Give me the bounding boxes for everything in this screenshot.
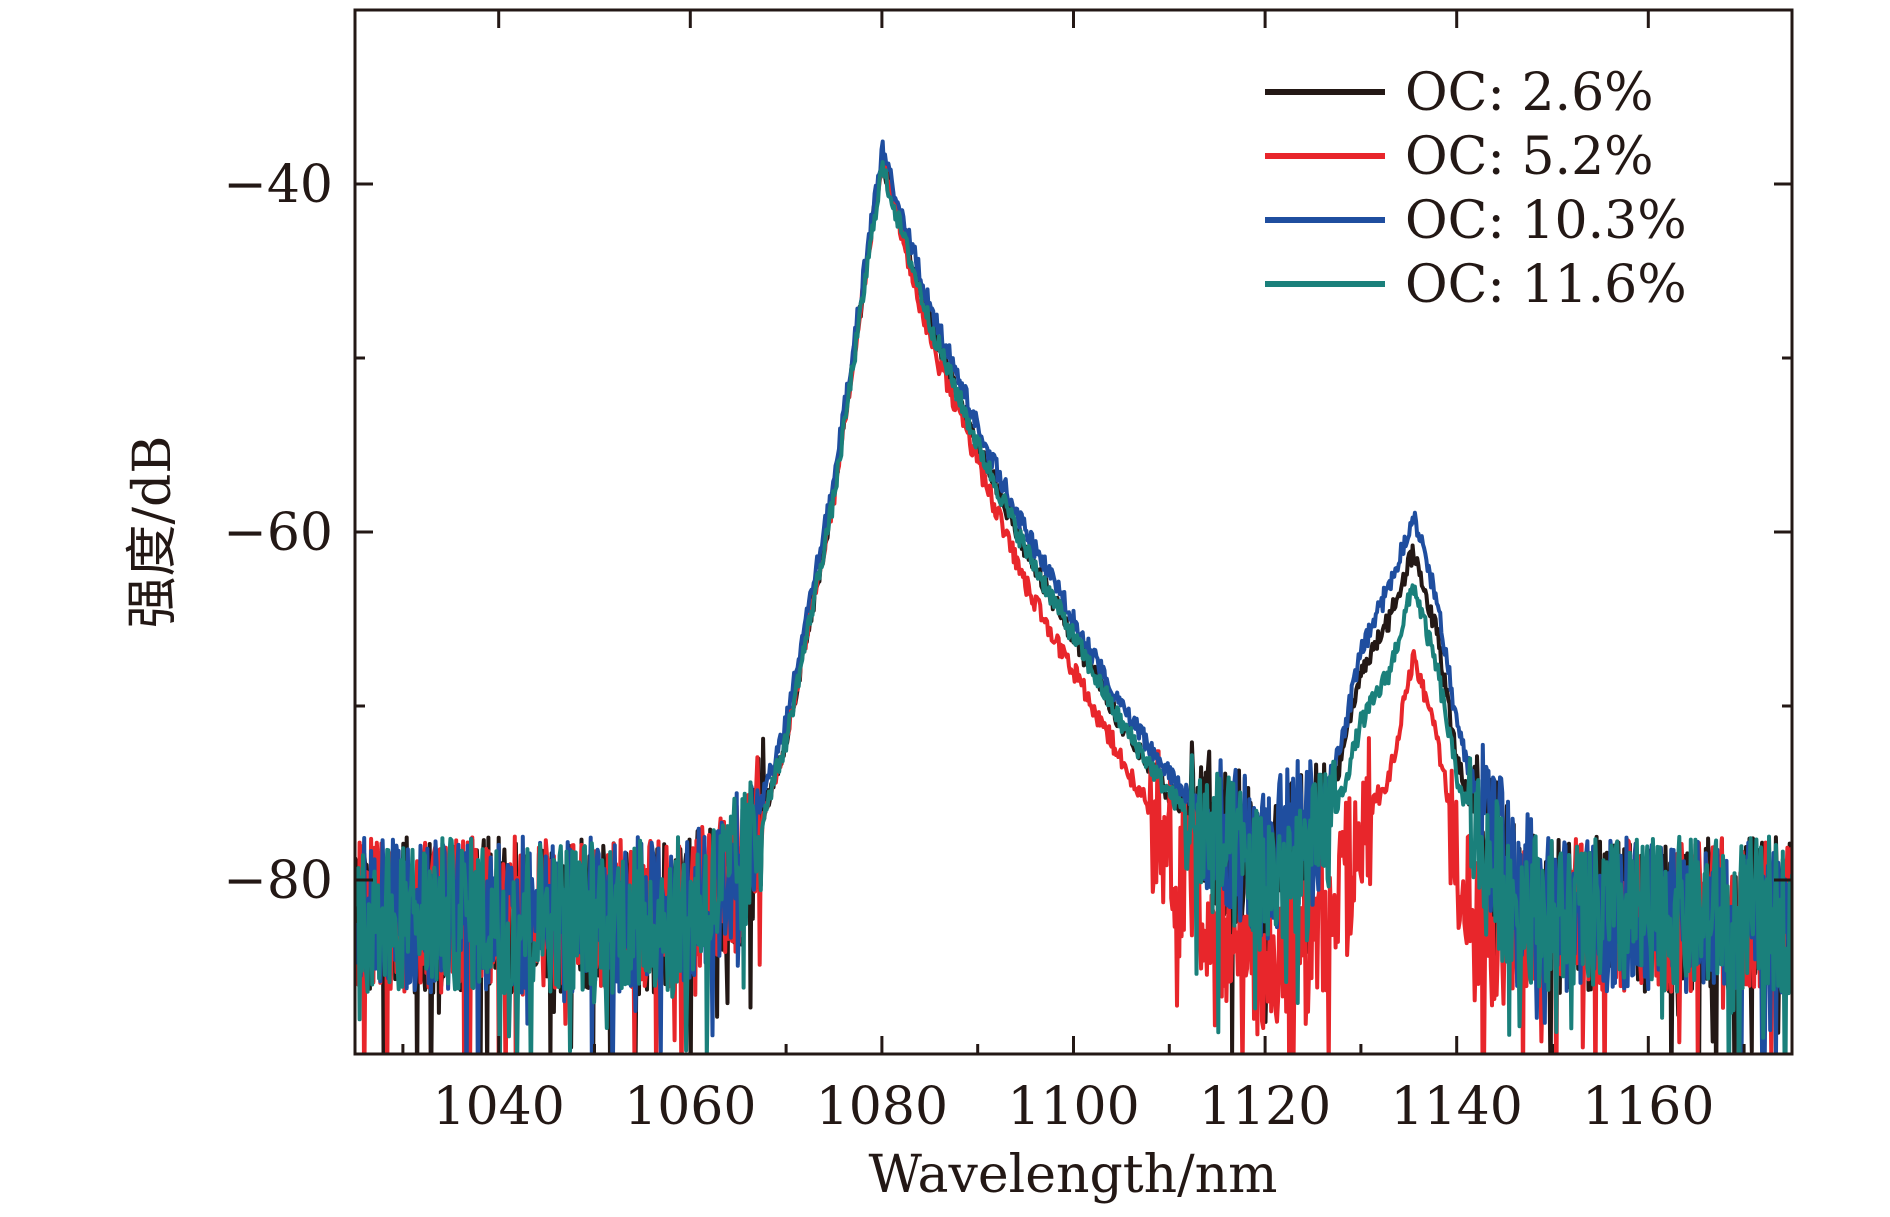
legend-label-3: OC: 10.3% xyxy=(1405,191,1687,251)
series-layer xyxy=(355,139,1792,1054)
y-tick-label: −60 xyxy=(223,503,333,563)
y-tick-label: −40 xyxy=(223,155,333,215)
x-axis-ticks: 1040 1060 1080 1100 1120 1140 1160 xyxy=(401,10,1746,1137)
x-tick-label: 1060 xyxy=(624,1077,756,1137)
x-tick-label: 1140 xyxy=(1391,1077,1523,1137)
legend-label-2: OC: 5.2% xyxy=(1405,127,1654,187)
x-tick-label: 1080 xyxy=(816,1077,948,1137)
legend-label-4: OC: 11.6% xyxy=(1405,255,1687,315)
x-tick-label: 1040 xyxy=(433,1077,565,1137)
legend-label-1: OC: 2.6% xyxy=(1405,63,1654,123)
y-tick-label: −80 xyxy=(223,851,333,911)
y-axis-title: 强度/dB xyxy=(123,435,183,628)
legend: OC: 2.6%OC: 5.2%OC: 10.3%OC: 11.6% xyxy=(1265,63,1687,315)
x-tick-label: 1100 xyxy=(1007,1077,1139,1137)
x-tick-label: 1160 xyxy=(1582,1077,1714,1137)
series-line-4 xyxy=(355,160,1792,1054)
x-tick-label: 1120 xyxy=(1199,1077,1331,1137)
x-axis-title: Wavelength/nm xyxy=(869,1145,1278,1205)
y-axis-ticks: −40 −60 −80 xyxy=(223,8,1792,911)
